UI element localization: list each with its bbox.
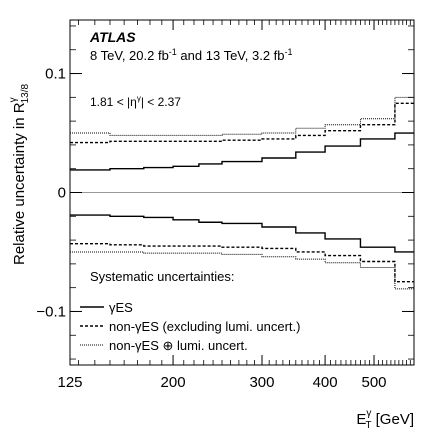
x-tick-label: 300 — [249, 374, 274, 391]
series-layer — [70, 96, 414, 290]
eta-range-label: 1.81 < |ηγ| < 2.37 — [90, 94, 181, 109]
series-2-up-line — [70, 96, 414, 136]
legend-label-ges: γES — [109, 300, 133, 315]
y-tick-label: 0.1 — [45, 66, 66, 83]
x-tick-label: 400 — [313, 374, 338, 391]
series-1-down-line — [70, 242, 414, 283]
experiment-label: ATLAS — [89, 29, 136, 45]
series-2-down-line — [70, 251, 414, 290]
x-tick-label: 200 — [161, 374, 186, 391]
x-axis-title: Eγ T [GeV] — [356, 408, 414, 431]
y-tick-label: −0.1 — [36, 303, 66, 320]
legend-entry-ges: γES — [80, 300, 133, 315]
x-tick-label: 125 — [57, 374, 82, 391]
series-0-down-line — [70, 214, 414, 253]
y-tick-label: 0 — [58, 185, 66, 202]
y-axis-title: Relative uncertainty in Rγ13/8 — [8, 84, 31, 265]
legend-label-nonges: non-γES (excluding lumi. uncert.) — [109, 319, 300, 334]
legend-label-nonges-lumi: non-γES ⊕ lumi. uncert. — [109, 338, 248, 353]
legend-title: Systematic uncertainties: — [90, 269, 235, 284]
legend-entry-nonges-lumi: non-γES ⊕ lumi. uncert. — [80, 338, 248, 353]
tick-layer: 125 200 300 400 500 −0.1 0 0.1 — [36, 20, 414, 391]
series-0-up-line — [70, 132, 414, 171]
legend-entry-nonges: non-γES (excluding lumi. uncert.) — [80, 319, 300, 334]
series-1-up-line — [70, 102, 414, 144]
lumi-label: 8 TeV, 20.2 fb-1 and 13 TeV, 3.2 fb-1 — [90, 47, 293, 63]
legend: Systematic uncertainties: γES non-γES (e… — [80, 269, 300, 353]
x-tick-label: 500 — [362, 374, 387, 391]
